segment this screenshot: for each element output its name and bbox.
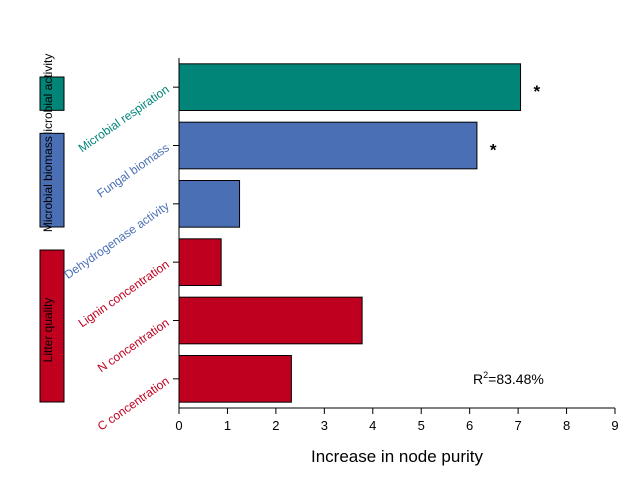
r-squared-value: =83.48% [488,371,544,387]
bar-microbial-respiration [178,63,522,111]
r-squared-prefix: R [473,371,483,387]
bar-dehydrogenase-activity [178,180,241,228]
bar-n-concentration [178,296,363,345]
category-label-c-concentration: C concentration [95,374,172,434]
r-squared-annotation: R2=83.48% [473,370,544,387]
group-label-litter-quality: Litter quality [41,298,55,363]
x-tick-label: 7 [514,418,521,433]
x-tick-label: 2 [272,418,279,433]
significance-marker: * [534,82,541,101]
x-tick-label: 9 [611,418,618,433]
category-label-n-concentration: N concentration [95,315,172,375]
x-tick-label: 5 [418,418,425,433]
x-tick-label: 3 [321,418,328,433]
x-axis-title: Increase in node purity [311,447,483,466]
category-label-fungal-biomass: Fungal biomass [94,140,171,200]
group-box-litter-quality [39,249,65,403]
x-tick-label: 4 [369,418,376,433]
group-label-microbial-activity: Microbial activity [41,54,55,142]
group-label-microbial-biomass: Microbial biomass [41,136,55,232]
r-squared-exponent: 2 [483,370,488,380]
axes: 0 1 2 3 4 5 6 7 8 9 [173,58,619,433]
bars: ** [178,63,541,403]
x-tick-label: 6 [466,418,473,433]
x-tick-label: 8 [563,418,570,433]
significance-marker: * [490,141,497,160]
x-tick-label: 0 [175,418,182,433]
bar-c-concentration [178,355,292,403]
group-box-microbial-biomass [39,132,65,228]
x-tick-label: 1 [224,418,231,433]
bar-fungal-biomass [178,121,478,170]
group-box-microbial-activity [39,76,65,111]
bar-lignin-concentration [178,238,222,286]
